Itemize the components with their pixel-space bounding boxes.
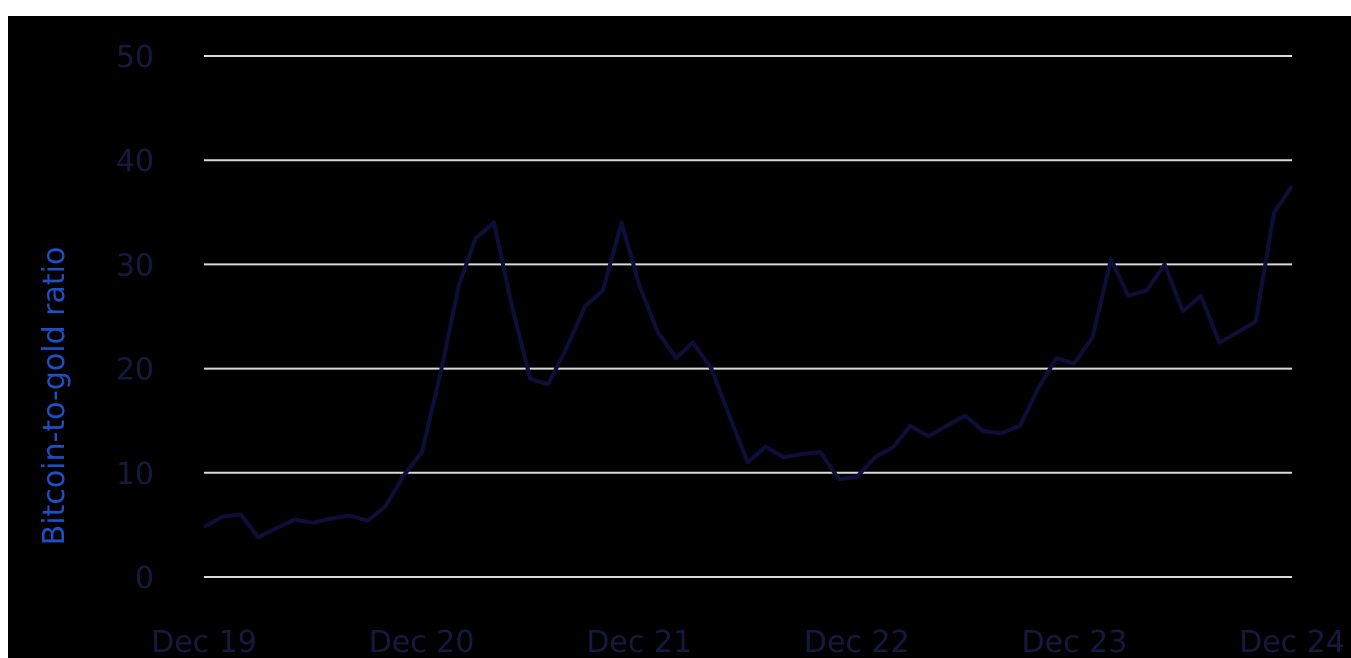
x-tick-label: Dec 21	[586, 625, 692, 658]
y-axis-label: Bitcoin-to-gold ratio	[37, 247, 72, 546]
x-tick-label: Dec 23	[1022, 625, 1128, 658]
x-axis-ticks: Dec 19 Dec 20 Dec 21 Dec 22 Dec 23 Dec 24	[151, 625, 1345, 658]
y-tick-label: 40	[116, 144, 154, 179]
y-tick-label: 50	[116, 40, 154, 75]
x-tick-label: Dec 22	[804, 625, 910, 658]
chart-area: 0 10 20 30 40 50 Dec 19 Dec 20 Dec 21 Dec 22 Dec …	[8, 16, 1351, 658]
x-tick-label: Dec 19	[151, 625, 257, 658]
y-tick-label: 10	[116, 457, 154, 492]
y-tick-label: 30	[116, 248, 154, 283]
y-axis-ticks: 0 10 20 30 40 50	[116, 40, 154, 596]
gridlines	[204, 55, 1292, 578]
x-tick-label: Dec 20	[369, 625, 475, 658]
x-tick-label: Dec 24	[1239, 625, 1345, 658]
series-line	[203, 185, 1294, 540]
y-tick-label: 0	[135, 561, 154, 596]
y-tick-label: 20	[116, 353, 154, 388]
